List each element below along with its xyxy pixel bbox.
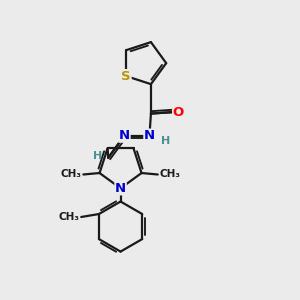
Text: N: N [119,129,130,142]
Text: N: N [115,182,126,195]
Text: H: H [161,136,170,146]
Text: N: N [144,129,155,142]
Text: H: H [93,151,103,161]
Text: CH₃: CH₃ [59,212,80,222]
Text: S: S [122,70,131,83]
Text: CH₃: CH₃ [61,169,82,179]
Text: O: O [173,106,184,118]
Text: CH₃: CH₃ [159,169,180,179]
